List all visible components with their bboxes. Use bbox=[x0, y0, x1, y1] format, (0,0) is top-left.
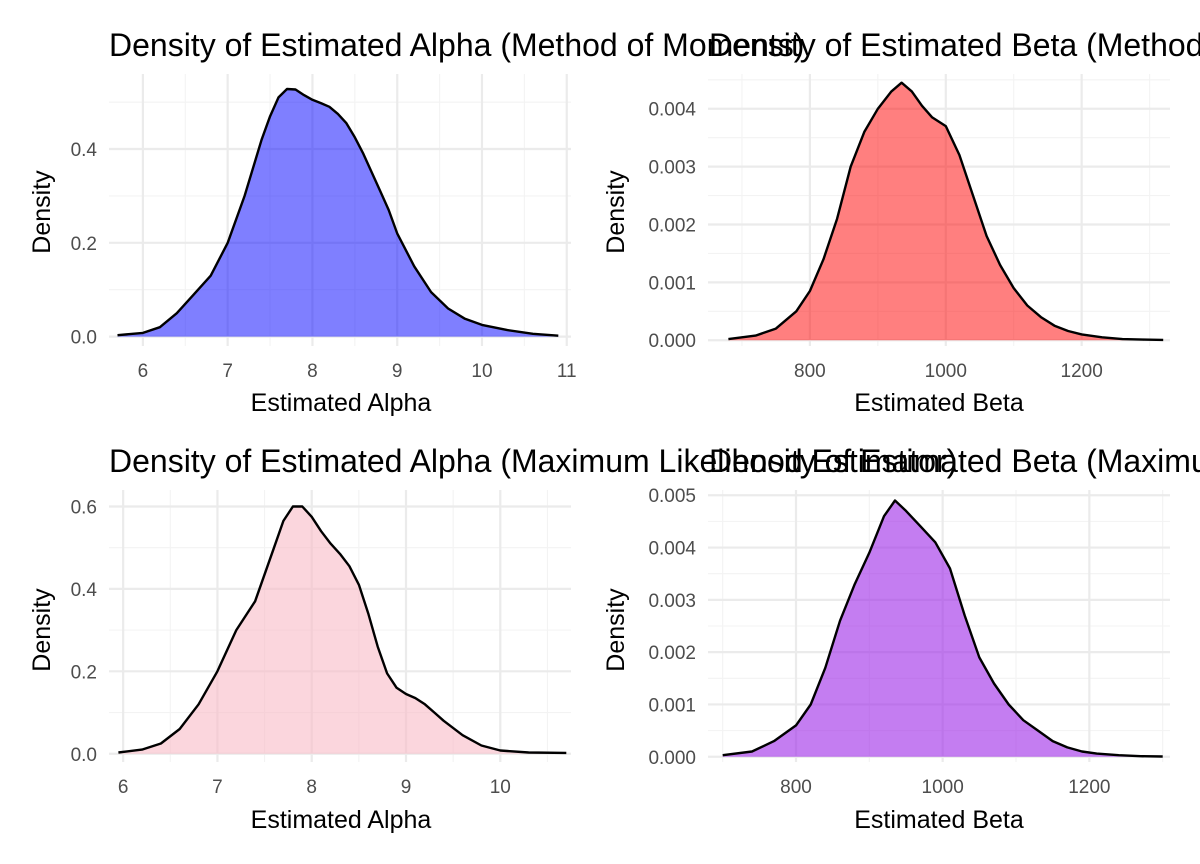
y-tick-label: 0.000 bbox=[648, 748, 696, 769]
density-line bbox=[117, 87, 559, 337]
x-tick-label: 9 bbox=[401, 777, 412, 798]
density-area bbox=[117, 89, 559, 337]
y-tick-label: 0.000 bbox=[648, 331, 696, 352]
x-tick-label: 8 bbox=[307, 361, 318, 382]
y-axis-title: Density bbox=[28, 588, 56, 672]
y-tick-label: 0.0 bbox=[71, 328, 97, 349]
x-tick-label: 1000 bbox=[922, 777, 964, 798]
y-tick-label: 0.003 bbox=[648, 591, 696, 612]
x-tick-label: 800 bbox=[780, 777, 812, 798]
x-tick-labels: 800 1000 1200 bbox=[794, 361, 1103, 382]
x-tick-label: 10 bbox=[490, 777, 511, 798]
y-tick-label: 0.4 bbox=[71, 140, 98, 161]
x-axis-title: Estimated Alpha bbox=[251, 806, 432, 834]
y-tick-labels: 0.000 0.001 0.002 0.003 0.004 0.005 bbox=[648, 486, 696, 769]
x-tick-label: 1000 bbox=[925, 361, 967, 382]
x-tick-labels: 6 7 8 9 10 11 bbox=[138, 361, 577, 382]
y-tick-labels: 0.000 0.001 0.002 0.003 0.004 bbox=[648, 100, 696, 352]
y-tick-label: 0.2 bbox=[71, 234, 97, 255]
density-line bbox=[722, 499, 1163, 758]
y-tick-labels: 0.0 0.2 0.4 bbox=[71, 140, 98, 349]
y-tick-label: 0.005 bbox=[648, 486, 696, 507]
x-tick-labels: 800 1000 1200 bbox=[780, 777, 1110, 798]
y-tick-label: 0.0 bbox=[71, 745, 97, 766]
y-tick-label: 0.002 bbox=[648, 643, 696, 664]
density-line bbox=[728, 81, 1164, 342]
chart-title: Density of Estimated Beta (Maximum Likel… bbox=[709, 443, 1200, 479]
y-tick-label: 0.002 bbox=[648, 215, 696, 236]
x-tick-label: 10 bbox=[471, 361, 492, 382]
x-tick-label: 6 bbox=[118, 777, 129, 798]
x-tick-label: 6 bbox=[138, 361, 149, 382]
chart-title: Density of Estimated Alpha (Maximum Like… bbox=[109, 443, 957, 479]
chart-beta-mom: 800 1000 1200 0.000 0.001 0.002 0.003 0.004 De… bbox=[602, 27, 1200, 417]
y-axis-title: Density bbox=[28, 170, 56, 254]
panel-alpha-mle: 6 7 8 9 10 0.0 0.2 0.4 0.6 Density of Estimated… bbox=[0, 432, 957, 864]
y-tick-label: 0.004 bbox=[648, 539, 696, 560]
density-line bbox=[118, 505, 567, 755]
x-tick-label: 1200 bbox=[1061, 361, 1103, 382]
y-axis-title: Density bbox=[602, 170, 630, 254]
y-tick-label: 0.6 bbox=[71, 497, 97, 518]
x-tick-label: 7 bbox=[212, 777, 223, 798]
x-axis-title: Estimated Alpha bbox=[251, 389, 432, 417]
chart-alpha-mom: 6 7 8 9 10 11 0.0 0.2 0.4 Density of Estimated … bbox=[28, 27, 804, 417]
panel-beta-mom: 800 1000 1200 0.000 0.001 0.002 0.003 0.004 De… bbox=[600, 0, 1200, 432]
y-tick-label: 0.4 bbox=[71, 580, 98, 601]
y-tick-label: 0.001 bbox=[648, 695, 696, 716]
x-tick-label: 7 bbox=[222, 361, 233, 382]
y-tick-label: 0.004 bbox=[648, 100, 696, 121]
chart-alpha-mle: 6 7 8 9 10 0.0 0.2 0.4 0.6 Density of Estimated… bbox=[28, 443, 957, 834]
panel-beta-mle: 800 1000 1200 0.000 0.001 0.002 0.003 0.004 0.0… bbox=[600, 432, 1200, 864]
density-area bbox=[722, 500, 1163, 757]
x-tick-label: 9 bbox=[392, 361, 403, 382]
density-area bbox=[118, 506, 567, 754]
chart-title: Density of Estimated Alpha (Method of Mo… bbox=[109, 27, 804, 63]
x-tick-label: 11 bbox=[557, 361, 577, 382]
chart-title: Density of Estimated Beta (Method of Mom… bbox=[709, 27, 1200, 63]
x-axis-title: Estimated Beta bbox=[854, 389, 1024, 417]
y-tick-label: 0.001 bbox=[648, 273, 696, 294]
y-tick-label: 0.2 bbox=[71, 662, 97, 683]
x-axis-title: Estimated Beta bbox=[854, 806, 1024, 834]
density-area bbox=[728, 82, 1164, 341]
chart-beta-mle: 800 1000 1200 0.0000.0010.0020.0030.0040.0… bbox=[602, 443, 1200, 834]
x-tick-labels: 6 7 8 9 10 bbox=[118, 777, 511, 798]
x-tick-label: 8 bbox=[306, 777, 317, 798]
panel-alpha-mom: 6 7 8 9 10 11 0.0 0.2 0.4 Density of Estimated … bbox=[0, 0, 804, 432]
x-tick-label: 1200 bbox=[1068, 777, 1110, 798]
y-tick-labels: 0.0 0.2 0.4 0.6 bbox=[71, 497, 98, 765]
y-tick-label: 0.003 bbox=[648, 158, 696, 179]
y-axis-title: Density bbox=[602, 588, 630, 672]
x-tick-label: 800 bbox=[794, 361, 826, 382]
